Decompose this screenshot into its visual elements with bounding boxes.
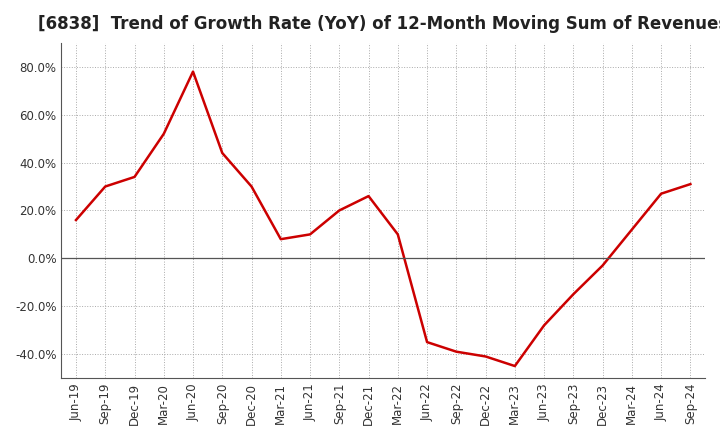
Title: [6838]  Trend of Growth Rate (YoY) of 12-Month Moving Sum of Revenues: [6838] Trend of Growth Rate (YoY) of 12-… xyxy=(38,15,720,33)
